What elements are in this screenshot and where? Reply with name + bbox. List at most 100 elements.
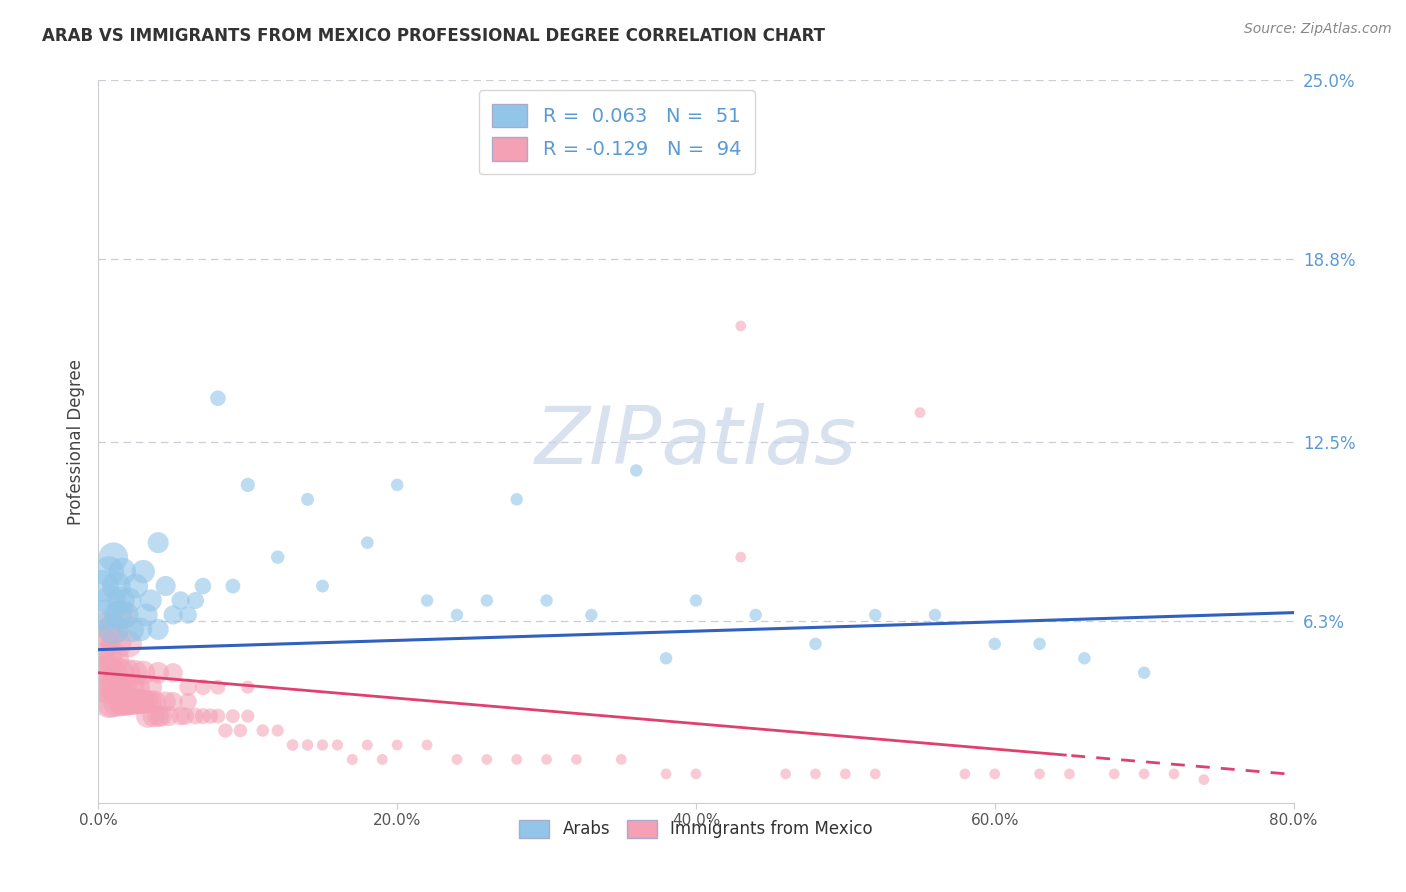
Point (127, 680, 149, 694)
Point (124, 665, 146, 680)
Point (135, 607, 157, 622)
Point (157, 709, 180, 723)
Point (655, 767, 678, 781)
Point (98, 665, 122, 680)
Point (110, 607, 132, 622)
Point (924, 607, 946, 622)
Point (475, 752, 498, 766)
Point (169, 709, 191, 723)
Point (117, 695, 139, 709)
Point (177, 607, 200, 622)
Point (107, 607, 129, 622)
Point (104, 680, 127, 694)
Point (1059, 767, 1081, 781)
Point (610, 752, 633, 766)
Point (142, 709, 165, 723)
Point (475, 593, 498, 607)
Point (91, 579, 114, 593)
Point (148, 535, 170, 549)
Point (103, 550, 125, 565)
Point (1028, 767, 1050, 781)
Point (110, 593, 132, 607)
Point (1133, 767, 1156, 781)
Point (143, 695, 166, 709)
Point (953, 767, 976, 781)
Point (139, 695, 162, 709)
Point (416, 593, 439, 607)
Point (1028, 637, 1050, 651)
Point (1163, 767, 1185, 781)
Point (114, 695, 136, 709)
Point (1104, 767, 1126, 781)
Point (222, 709, 245, 723)
Point (184, 593, 207, 607)
Point (132, 565, 155, 579)
Point (342, 752, 364, 766)
Point (200, 709, 222, 723)
Point (105, 637, 128, 651)
Point (865, 607, 887, 622)
Point (745, 607, 768, 622)
Point (108, 665, 131, 680)
Point (191, 680, 214, 694)
Point (1133, 665, 1156, 680)
Point (117, 593, 139, 607)
Point (730, 318, 752, 333)
Point (129, 623, 152, 637)
Point (128, 695, 150, 709)
Point (129, 695, 152, 709)
Point (90, 637, 112, 651)
Point (105, 579, 128, 593)
Point (207, 391, 229, 405)
Point (93, 623, 115, 637)
Point (97, 695, 120, 709)
Point (177, 695, 200, 709)
Point (121, 695, 143, 709)
Point (565, 752, 588, 766)
Point (114, 607, 136, 622)
Point (252, 723, 274, 738)
Point (177, 680, 200, 694)
Point (865, 767, 887, 781)
Point (506, 492, 529, 507)
Point (207, 680, 229, 694)
Point (132, 695, 155, 709)
Point (984, 767, 1007, 781)
Text: ZIPatlas: ZIPatlas (534, 402, 858, 481)
Point (297, 492, 319, 507)
Point (191, 579, 214, 593)
Point (139, 680, 162, 694)
Point (685, 767, 707, 781)
Point (98, 593, 122, 607)
Point (536, 593, 558, 607)
Point (908, 406, 931, 420)
Text: Source: ZipAtlas.com: Source: ZipAtlas.com (1244, 22, 1392, 37)
Point (162, 695, 184, 709)
Point (155, 579, 177, 593)
Point (281, 738, 304, 752)
Text: ARAB VS IMMIGRANTS FROM MEXICO PROFESSIONAL DEGREE CORRELATION CHART: ARAB VS IMMIGRANTS FROM MEXICO PROFESSIO… (42, 27, 825, 45)
Point (103, 623, 125, 637)
Point (804, 637, 827, 651)
Point (120, 623, 142, 637)
Point (356, 738, 378, 752)
Point (97, 565, 120, 579)
Point (207, 709, 229, 723)
Point (155, 695, 177, 709)
Point (120, 680, 142, 694)
Point (174, 709, 197, 723)
Point (112, 680, 135, 694)
Point (1192, 772, 1215, 787)
Point (626, 463, 648, 477)
Point (416, 738, 439, 752)
Y-axis label: Professional Degree: Professional Degree (66, 359, 84, 524)
Point (101, 695, 124, 709)
Point (834, 767, 856, 781)
Point (1073, 651, 1095, 665)
Point (297, 738, 319, 752)
Point (125, 695, 148, 709)
Point (162, 665, 184, 680)
Point (267, 723, 290, 738)
Point (118, 695, 141, 709)
Point (371, 752, 394, 766)
